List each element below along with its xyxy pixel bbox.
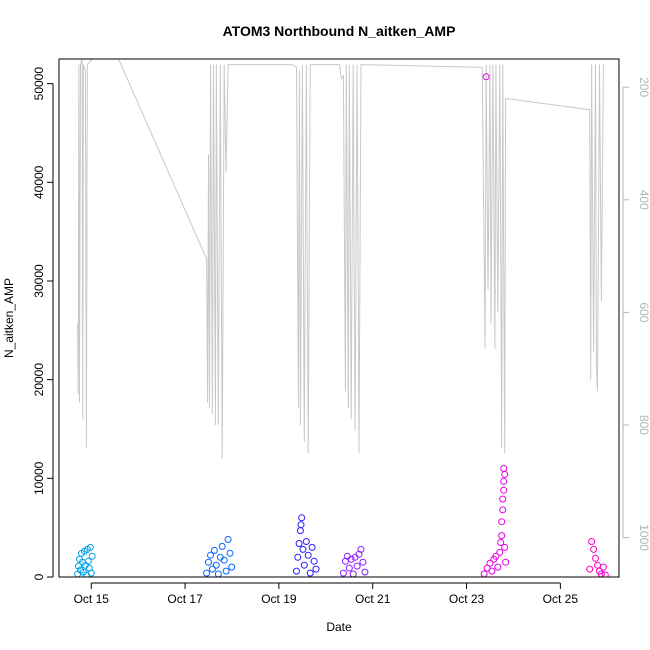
chart-title: ATOM3 Northbound N_aitken_AMP <box>223 23 456 39</box>
y2-tick-label-3: 800 <box>637 415 650 435</box>
data-point-1-11 <box>224 536 232 543</box>
data-point-4-0 <box>482 73 490 81</box>
data-point-2-13 <box>312 565 320 573</box>
data-point-0-11 <box>84 557 92 565</box>
y-axis-label: N_aitken_AMP <box>2 278 16 358</box>
y-tick-label-4: 40000 <box>32 165 46 199</box>
data-point-4-4 <box>488 567 496 575</box>
data-point-2-8 <box>302 538 310 545</box>
data-point-4-15 <box>500 477 508 485</box>
data-point-0-1 <box>75 562 82 570</box>
x-tick-label-5: Oct 25 <box>543 592 579 606</box>
y-tick-label-0: 0 <box>32 573 46 580</box>
data-point-0-14 <box>87 569 95 577</box>
y2-tick-label-2: 600 <box>637 302 650 322</box>
data-point-1-1 <box>205 558 212 566</box>
data-point-4-18 <box>501 543 509 551</box>
data-point-5-8 <box>601 571 609 577</box>
data-point-1-4 <box>210 546 218 554</box>
x-tick-label-1: Oct 17 <box>167 592 203 606</box>
data-point-3-11 <box>361 568 369 576</box>
data-point-3-5 <box>349 570 357 577</box>
data-point-4-13 <box>499 495 507 503</box>
data-point-2-6 <box>299 545 307 553</box>
x-tick-label-4: Oct 23 <box>449 592 485 606</box>
data-point-4-3 <box>486 559 494 567</box>
data-point-4-12 <box>499 506 507 514</box>
data-point-1-10 <box>222 567 230 575</box>
data-point-4-17 <box>500 465 508 472</box>
data-point-0-15 <box>88 552 96 560</box>
data-point-4-11 <box>498 518 506 526</box>
data-point-1-3 <box>208 565 216 573</box>
data-point-4-14 <box>500 486 508 494</box>
x-tick-label-2: Oct 19 <box>261 592 297 606</box>
data-point-1-0 <box>203 569 211 577</box>
data-point-5-1 <box>588 538 596 545</box>
x-axis-label: Date <box>326 620 352 634</box>
x-tick-label-3: Oct 21 <box>355 592 391 606</box>
data-point-3-10 <box>359 558 367 566</box>
y-tick-label-1: 10000 <box>32 461 46 495</box>
data-point-4-6 <box>492 552 500 560</box>
data-point-1-2 <box>207 551 214 559</box>
data-point-4-1 <box>480 570 488 577</box>
axes: Oct 15 Oct 17 Oct 19 Oct 21 Oct 23 Oct 25 0 100… <box>32 67 650 606</box>
secondary-series-line <box>77 59 604 459</box>
data-point-2-5 <box>298 514 306 522</box>
data-point-2-7 <box>300 561 308 569</box>
data-point-5-7 <box>599 563 607 571</box>
scatter-points <box>74 73 609 577</box>
data-point-3-9 <box>357 545 365 553</box>
data-point-2-10 <box>306 569 314 577</box>
y-tick-label-5: 50000 <box>32 67 46 101</box>
data-point-1-5 <box>212 561 220 569</box>
y-tick-label-3: 30000 <box>32 264 46 298</box>
data-point-3-0 <box>339 569 347 577</box>
y2-tick-label-1: 400 <box>637 190 650 210</box>
data-point-1-12 <box>226 549 234 557</box>
plot-frame <box>58 58 620 578</box>
data-point-2-12 <box>310 557 318 565</box>
data-point-4-10 <box>498 532 506 540</box>
data-point-1-8 <box>218 542 226 550</box>
data-point-5-2 <box>590 545 598 553</box>
secondary-line <box>77 59 604 459</box>
data-point-4-19 <box>502 558 510 566</box>
data-point-5-0 <box>586 565 594 573</box>
data-point-1-6 <box>214 570 222 577</box>
data-point-5-6 <box>597 570 605 577</box>
data-point-1-9 <box>220 556 228 564</box>
data-point-3-4 <box>347 555 355 563</box>
data-point-2-11 <box>308 543 316 551</box>
y2-tick-label-0: 200 <box>637 77 650 97</box>
data-point-5-3 <box>592 554 599 562</box>
data-point-2-2 <box>295 540 303 547</box>
x-tick-label-0: Oct 15 <box>74 592 110 606</box>
y-tick-label-2: 20000 <box>32 363 46 397</box>
data-point-3-3 <box>345 564 353 572</box>
data-point-2-4 <box>297 521 305 529</box>
data-point-2-1 <box>294 553 302 561</box>
y2-tick-label-4: 1000 <box>637 524 650 551</box>
data-point-3-7 <box>353 562 361 570</box>
data-point-4-8 <box>496 548 504 556</box>
data-point-1-13 <box>228 563 236 571</box>
data-point-4-7 <box>494 563 502 571</box>
data-point-2-9 <box>304 551 312 559</box>
data-point-4-9 <box>497 539 505 546</box>
data-point-0-13 <box>86 543 94 551</box>
data-point-2-0 <box>293 567 300 575</box>
